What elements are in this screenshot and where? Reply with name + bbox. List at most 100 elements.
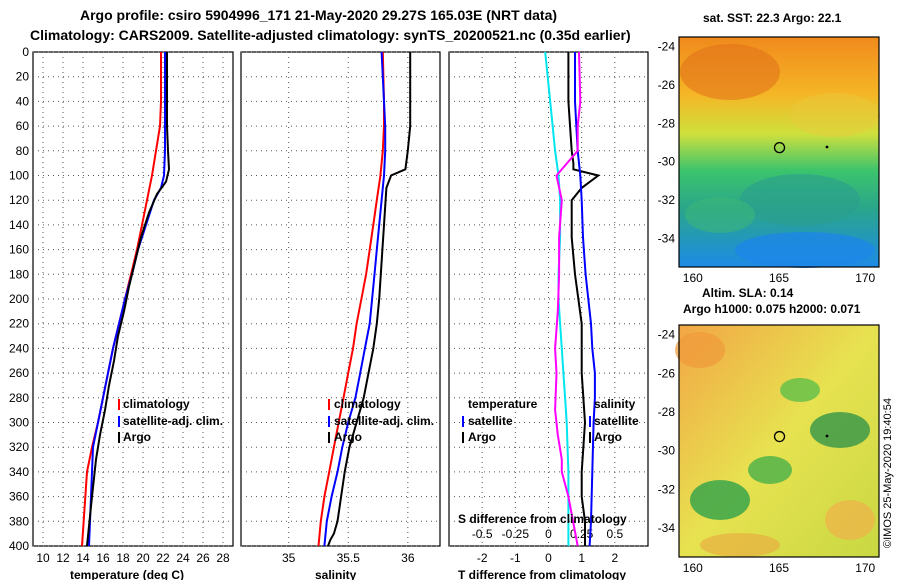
legend-s-argo: Argo: [594, 430, 622, 444]
sst-map: [678, 36, 880, 268]
lon-tick-label: 170: [855, 561, 875, 575]
legend-climatology: climatology: [334, 397, 401, 411]
x-axis-ticks: 10 12 14 16 18 20 22 24 26 28 35 35.5 36 -2 -1 0 1 2-0.5-…: [36, 527, 623, 565]
x-tick-label: 0: [545, 551, 552, 565]
sla-low-patch: [748, 456, 792, 484]
series-satellite-adj-clim-: [323, 51, 387, 547]
sla-high-patch: [675, 332, 725, 368]
legend-satellite-adj: satellite-adj. clim.: [123, 414, 223, 428]
lat-tick-label: -30: [658, 155, 676, 169]
sla-map-frame: [678, 324, 880, 558]
difference-legend: temperature satellite Argo salinity sate…: [462, 397, 639, 444]
title-line-1: Argo profile: csiro 5904996_171 21-May-2…: [80, 7, 557, 23]
depth-tick-label: 260: [9, 366, 29, 380]
series-argo: [327, 52, 412, 547]
depth-tick-label: 320: [9, 440, 29, 454]
sla-low-patch: [780, 378, 820, 402]
salinity-axis-label: salinity: [315, 568, 357, 580]
depth-tick-label: 340: [9, 465, 29, 479]
x-tick-label: 24: [176, 551, 190, 565]
temperature-legend: climatology satellite-adj. clim. Argo: [118, 397, 223, 444]
lat-tick-label: -28: [658, 405, 676, 419]
imos-credit: ©IMOS 25-May-2020 19:40:54: [882, 398, 894, 548]
lon-tick-label: 160: [683, 271, 703, 285]
lon-tick-label: 170: [855, 271, 875, 285]
legend-s-satellite: satellite: [594, 414, 639, 428]
series-s-satellite: [574, 52, 596, 547]
lat-tick-label: -30: [658, 444, 676, 458]
sst-cool-patch: [685, 197, 755, 233]
sla-low-patch: [810, 412, 870, 448]
lat-tick-label: -32: [658, 482, 676, 496]
sla-low-patch: [690, 480, 750, 520]
legend-t-argo: Argo: [468, 430, 496, 444]
depth-tick-label: 380: [9, 514, 29, 528]
sst-cold-patch: [735, 232, 875, 268]
sst-map-frame: [678, 36, 880, 268]
series-t-argo: [567, 52, 601, 546]
x-tick-label: -1: [510, 551, 521, 565]
map-dot: [825, 145, 829, 149]
sla-high-patch: [825, 500, 875, 540]
s-diff-tick-label: -0.25: [502, 527, 530, 541]
x-tick-label: 26: [196, 551, 210, 565]
x-tick-label: 16: [96, 551, 110, 565]
depth-tick-label: 200: [9, 292, 29, 306]
x-tick-label: 20: [136, 551, 150, 565]
title-line-2: Climatology: CARS2009. Satellite-adjuste…: [30, 27, 631, 43]
depth-tick-label: 40: [16, 94, 30, 108]
s-difference-label: S difference from climatology: [458, 512, 627, 526]
x-tick-label: 36: [401, 551, 415, 565]
x-tick-label: 2: [611, 551, 618, 565]
x-tick-label: 28: [216, 551, 230, 565]
sst-warm-patch: [680, 44, 780, 100]
lat-tick-label: -32: [658, 193, 676, 207]
lon-tick-label: 165: [769, 561, 789, 575]
depth-tick-label: 20: [16, 70, 30, 84]
depth-tick-label: 220: [9, 317, 29, 331]
x-tick-label: 35: [282, 551, 296, 565]
difference-panel-frame: [448, 51, 649, 547]
legend-argo: Argo: [334, 430, 362, 444]
map-dot: [825, 434, 829, 438]
sla-high-patch: [700, 533, 780, 557]
lat-tick-label: -28: [658, 116, 676, 130]
x-tick-label: 12: [56, 551, 70, 565]
series-argo: [86, 52, 171, 547]
legend-salinity-heading: salinity: [594, 397, 636, 411]
depth-tick-label: 400: [9, 539, 29, 553]
x-tick-label: 22: [156, 551, 170, 565]
depth-axis-ticks: 0 20 40 60 80 100 120 140 160 180 200 220 240 260 280 3…: [9, 45, 29, 553]
lon-tick-label: 160: [683, 561, 703, 575]
salinity-legend: climatology satellite-adj. clim. Argo: [328, 397, 434, 444]
lat-tick-label: -24: [658, 40, 676, 54]
depth-tick-label: 280: [9, 391, 29, 405]
series-s-argo: [554, 51, 582, 547]
depth-tick-label: 120: [9, 193, 29, 207]
sst-warm-patch: [790, 93, 880, 137]
depth-tick-label: 80: [16, 144, 30, 158]
depth-tick-label: 0: [22, 45, 29, 59]
depth-tick-label: 160: [9, 243, 29, 257]
legend-climatology: climatology: [123, 397, 190, 411]
sst-cool-patch: [740, 174, 860, 226]
x-tick-label: 35.5: [337, 551, 361, 565]
sst-map-ticks: 160 165 170 -24 -26 -28 -30 -32 -34: [658, 40, 876, 285]
lat-tick-label: -26: [658, 78, 676, 92]
depth-tick-label: 180: [9, 267, 29, 281]
x-tick-label: -2: [477, 551, 488, 565]
sla-map-title: Altim. SLA: 0.14: [702, 286, 794, 300]
sst-map-title: sat. SST: 22.3 Argo: 22.1: [703, 11, 842, 25]
sla-map-ticks: 160 165 170 -24 -26 -28 -30 -32 -34: [658, 328, 876, 575]
lat-tick-label: -26: [658, 366, 676, 380]
s-diff-tick-label: 0.5: [606, 527, 623, 541]
s-diff-tick-label: -0.5: [472, 527, 493, 541]
s-diff-tick-label: 0: [545, 527, 552, 541]
lat-tick-label: -24: [658, 328, 676, 342]
depth-tick-label: 360: [9, 490, 29, 504]
x-tick-label: 14: [76, 551, 90, 565]
depth-tick-label: 300: [9, 416, 29, 430]
argo-position-marker: [773, 141, 786, 154]
depth-tick-label: 60: [16, 119, 30, 133]
series-t-satellite: [544, 51, 570, 546]
